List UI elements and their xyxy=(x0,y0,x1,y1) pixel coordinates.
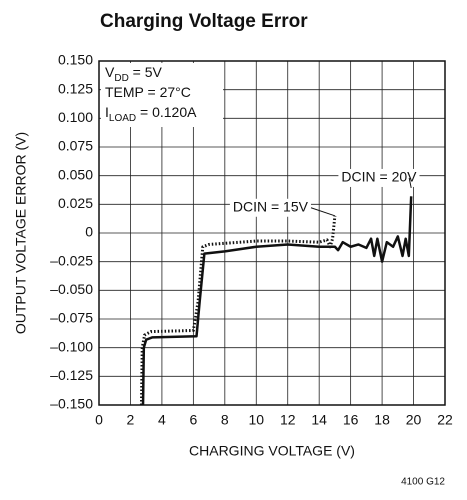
condition-part: DD xyxy=(114,73,128,84)
y-tick-label: –0.025 xyxy=(50,252,93,268)
y-tick-label: 0.050 xyxy=(58,166,93,182)
condition-part: LOAD xyxy=(109,113,136,124)
chart-title: Charging Voltage Error xyxy=(100,11,308,32)
series-label: DCIN = 20V xyxy=(341,169,417,185)
series-line xyxy=(141,196,413,406)
x-tick-label: 20 xyxy=(406,412,422,428)
x-tick-label: 22 xyxy=(437,412,453,428)
condition-part: = 5V xyxy=(129,64,163,80)
x-tick-label: 6 xyxy=(189,412,197,428)
x-tick-label: 8 xyxy=(221,412,229,428)
condition-part: TEMP = 27°C xyxy=(105,84,191,100)
condition: VDD = 5V xyxy=(105,64,163,84)
x-tick-label: 14 xyxy=(311,412,327,428)
condition-part: I xyxy=(105,104,109,120)
x-tick-label: 12 xyxy=(280,412,296,428)
series-line xyxy=(139,215,337,406)
condition-part: = 0.120A xyxy=(136,104,197,120)
x-tick-label: 16 xyxy=(343,412,359,428)
x-tick-label: 2 xyxy=(127,412,135,428)
x-tick-label: 4 xyxy=(158,412,166,428)
y-tick-label: 0.125 xyxy=(58,80,93,96)
x-axis-label: CHARGING VOLTAGE (V) xyxy=(189,443,355,459)
series-label-bg xyxy=(229,198,311,217)
y-tick-label: 0.075 xyxy=(58,138,93,154)
condition: ILOAD = 0.120A xyxy=(105,104,197,124)
conditions-box xyxy=(101,63,223,127)
condition: TEMP = 27°C xyxy=(105,84,191,100)
y-tick-label: –0.100 xyxy=(50,338,93,354)
y-tick-label: –0.050 xyxy=(50,281,93,297)
y-tick-label: –0.150 xyxy=(50,396,93,412)
y-tick-label: 0.025 xyxy=(58,195,93,211)
footnote: 4100 G12 xyxy=(401,477,445,488)
condition-part: V xyxy=(105,64,115,80)
leader-line xyxy=(310,207,336,217)
y-tick-label: 0.150 xyxy=(58,52,93,68)
x-tick-label: 18 xyxy=(374,412,390,428)
y-tick-label: –0.075 xyxy=(50,310,93,326)
y-tick-label: 0 xyxy=(85,224,93,240)
series-label-bg xyxy=(338,168,420,187)
x-tick-label: 0 xyxy=(95,412,103,428)
x-tick-label: 10 xyxy=(248,412,264,428)
y-tick-label: –0.125 xyxy=(50,367,93,383)
y-axis-label: OUTPUT VOLTAGE ERROR (V) xyxy=(13,132,29,334)
plot-frame xyxy=(98,60,446,406)
series-label: DCIN = 15V xyxy=(233,198,309,214)
leader-line xyxy=(408,177,412,189)
y-tick-label: 0.100 xyxy=(58,109,93,125)
